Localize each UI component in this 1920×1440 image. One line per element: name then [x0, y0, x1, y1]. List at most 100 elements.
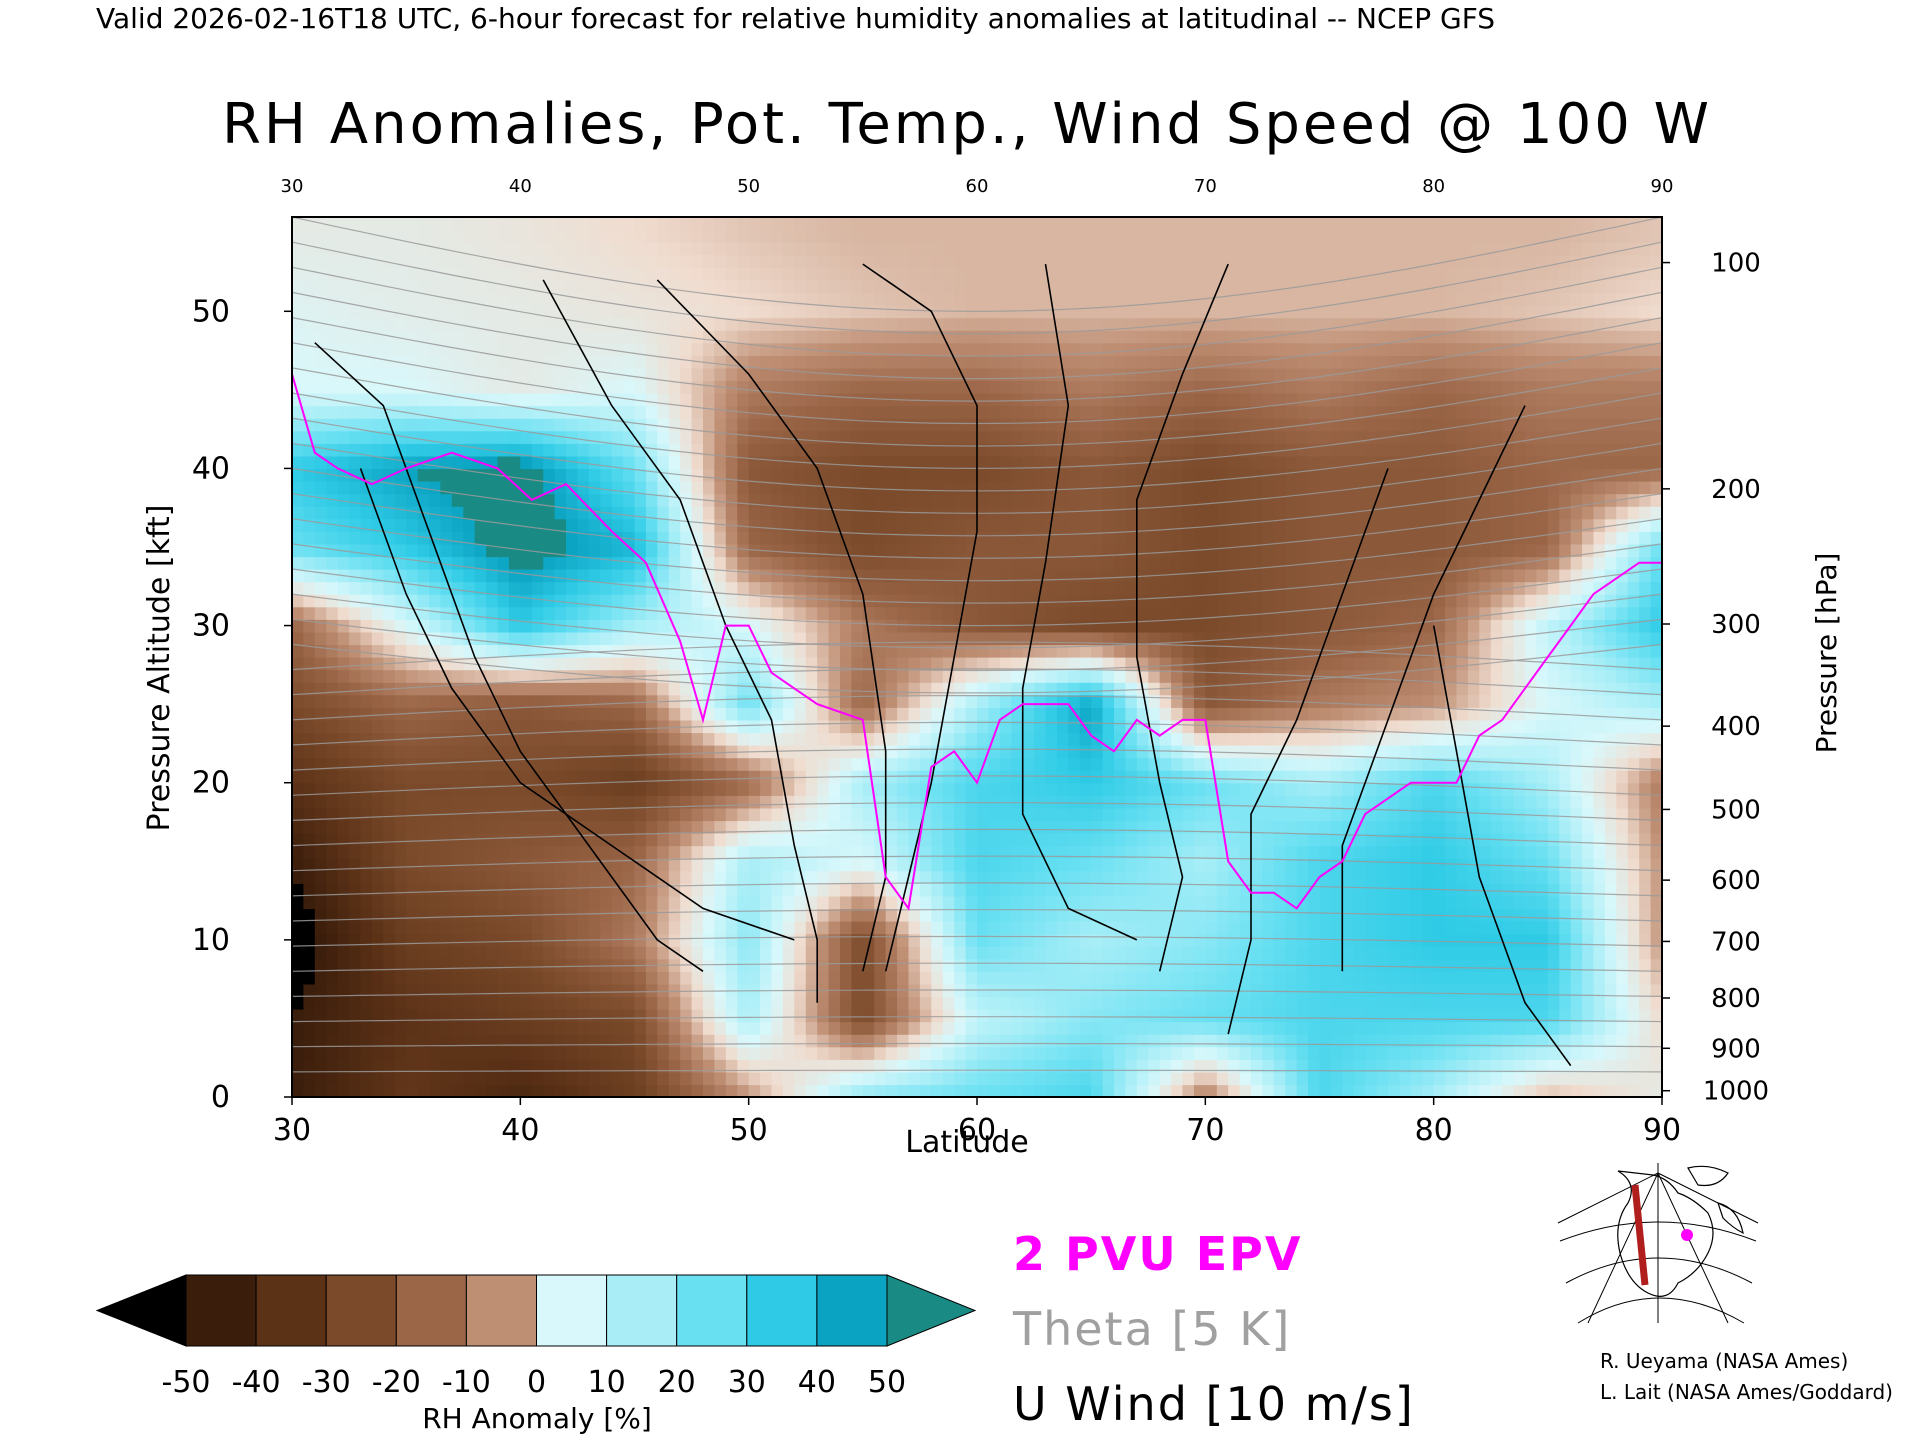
rh-cell — [817, 1059, 830, 1073]
rh-cell — [623, 732, 636, 746]
rh-cell — [737, 707, 750, 721]
rh-cell — [360, 707, 373, 721]
rh-cell — [292, 971, 304, 985]
rh-cell — [965, 1009, 978, 1023]
rh-cell — [314, 833, 327, 847]
rh-cell — [805, 807, 818, 822]
rh-cell — [817, 845, 830, 859]
rh-cell — [851, 506, 864, 520]
rh-cell — [543, 569, 556, 583]
rh-cell — [566, 229, 578, 243]
rh-cell — [840, 1084, 852, 1098]
rh-cell — [474, 267, 487, 281]
rh-cell — [303, 921, 316, 935]
rh-cell — [1034, 971, 1047, 985]
rh-cell — [885, 242, 898, 256]
rh-cell — [988, 719, 1001, 734]
rh-cell — [691, 1046, 704, 1060]
rh-cell — [874, 229, 887, 243]
rh-cell — [292, 895, 304, 910]
rh-cell — [371, 657, 384, 671]
rh-cell — [440, 1009, 453, 1023]
rh-cell — [645, 782, 658, 796]
rh-cell — [611, 267, 624, 281]
rh-cell — [851, 229, 864, 243]
rh-cell — [383, 1071, 396, 1086]
rh-cell — [942, 971, 955, 985]
rh-cell — [999, 342, 1012, 356]
rh-cell — [828, 631, 841, 646]
rh-cell — [942, 757, 955, 771]
rh-cell — [349, 933, 362, 947]
rh-cell — [371, 317, 384, 331]
rh-cell — [360, 719, 373, 734]
rh-cell — [417, 1021, 430, 1035]
rh-cell — [965, 380, 978, 394]
rh-cell — [440, 531, 453, 545]
rh-cell — [394, 631, 407, 646]
rh-cell — [451, 807, 464, 822]
rh-cell — [657, 254, 670, 268]
rh-cell — [874, 870, 887, 884]
rh-cell — [1045, 556, 1058, 570]
rh-cell — [463, 921, 476, 935]
rh-cell — [1068, 418, 1081, 432]
rh-cell — [429, 996, 441, 1010]
rh-cell — [371, 254, 384, 268]
rh-cell — [623, 455, 636, 470]
rh-cell — [303, 217, 316, 231]
rh-cell — [371, 732, 384, 746]
rh-cell — [360, 983, 373, 998]
rh-cell — [851, 292, 864, 306]
rh-cell — [1034, 543, 1047, 558]
rh-cell — [771, 292, 784, 306]
rh-cell — [292, 254, 304, 268]
rh-cell — [714, 418, 727, 432]
rh-cell — [725, 531, 738, 545]
rh-cell — [668, 782, 681, 796]
rh-cell — [406, 355, 419, 369]
rh-cell — [714, 242, 727, 256]
rh-cell — [383, 518, 396, 532]
rh-cell — [828, 305, 841, 319]
rh-cell — [1011, 971, 1024, 985]
rh-cell — [406, 1059, 419, 1073]
rh-cell — [1022, 355, 1035, 369]
rh-cell — [897, 606, 910, 620]
rh-cell — [657, 1084, 670, 1098]
rh-cell — [714, 694, 727, 708]
rh-cell — [908, 254, 921, 268]
rh-cell — [417, 669, 430, 683]
rh-cell — [1079, 418, 1092, 432]
rh-cell — [1079, 455, 1092, 470]
rh-cell — [657, 983, 670, 998]
rh-cell — [611, 983, 624, 998]
rh-cell — [1056, 1021, 1069, 1035]
rh-cell — [691, 908, 704, 922]
rh-cell — [817, 543, 830, 558]
rh-cell — [463, 1021, 476, 1035]
rh-cell — [919, 217, 932, 231]
rh-cell — [988, 833, 1001, 847]
rh-cell — [543, 279, 556, 294]
rh-cell — [897, 669, 910, 683]
rh-cell — [840, 1034, 852, 1048]
rh-cell — [371, 330, 384, 344]
rh-cell — [737, 418, 750, 432]
rh-cell — [714, 1059, 727, 1073]
rh-cell — [714, 833, 727, 847]
rh-cell — [383, 254, 396, 268]
rh-cell — [1022, 1059, 1035, 1073]
rh-cell — [326, 1046, 339, 1060]
rh-cell — [645, 493, 658, 507]
rh-cell — [440, 380, 453, 394]
rh-cell — [885, 468, 898, 482]
rh-cell — [805, 644, 818, 658]
rh-cell — [600, 1071, 613, 1086]
rh-cell — [851, 921, 864, 935]
rh-cell — [919, 1021, 932, 1035]
rh-cell — [817, 757, 830, 771]
rh-cell — [1091, 1071, 1104, 1086]
rh-cell — [383, 355, 396, 369]
rh-cell — [885, 531, 898, 545]
